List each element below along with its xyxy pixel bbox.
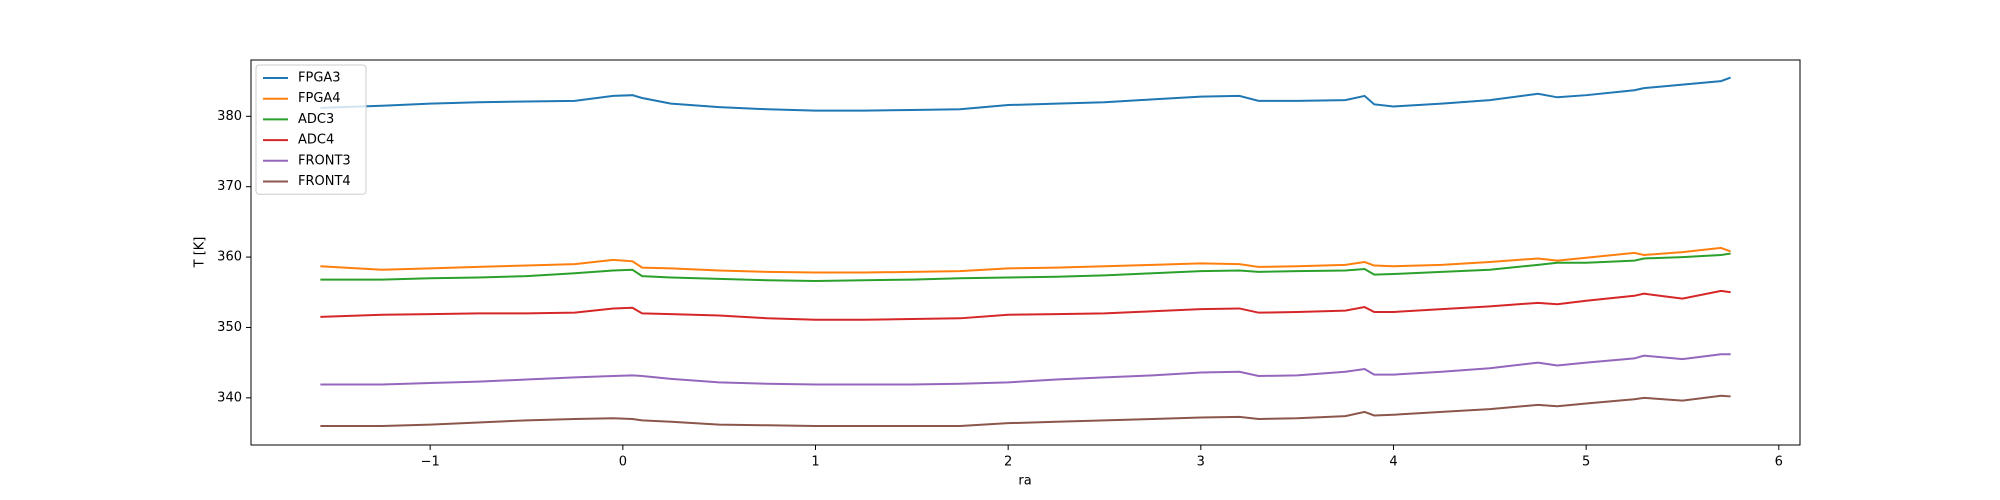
series-line xyxy=(320,76,1731,112)
plot-frame xyxy=(250,59,1801,446)
x-tick-label: 5 xyxy=(1582,455,1590,470)
x-tick-label: 0 xyxy=(619,455,627,470)
x-tick-label: 2 xyxy=(1004,455,1012,470)
legend-label: FRONT3 xyxy=(298,153,351,168)
x-axis-label: ra xyxy=(1018,474,1031,489)
legend-box xyxy=(255,64,367,195)
x-tick-label: 4 xyxy=(1389,455,1397,470)
x-tick-label: 6 xyxy=(1775,455,1783,470)
legend-label: FPGA4 xyxy=(298,91,341,106)
x-tick-label: 3 xyxy=(1197,455,1205,470)
series-line xyxy=(320,246,1731,274)
y-tick-label: 370 xyxy=(217,179,242,194)
legend-label: FRONT4 xyxy=(298,174,351,189)
y-tick-label: 360 xyxy=(217,250,242,265)
series-line xyxy=(320,353,1731,386)
series-line xyxy=(320,252,1731,283)
legend-label: ADC3 xyxy=(298,112,334,127)
y-tick-label: 340 xyxy=(217,390,242,405)
series-line xyxy=(320,394,1731,427)
legend-label: FPGA3 xyxy=(298,71,341,86)
y-axis-label: T [K] xyxy=(193,237,208,269)
series-line xyxy=(320,289,1731,321)
y-tick-label: 350 xyxy=(217,320,242,335)
legend-label: ADC4 xyxy=(298,133,334,148)
y-tick-label: 380 xyxy=(217,109,242,124)
x-tick-label: −1 xyxy=(421,455,440,470)
x-tick-label: 1 xyxy=(811,455,819,470)
